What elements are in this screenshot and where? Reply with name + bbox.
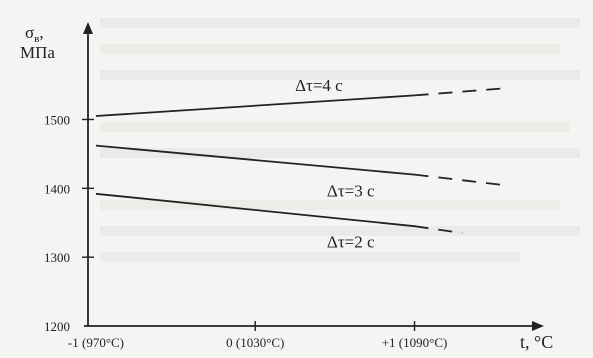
series-line-2-extension — [414, 173, 503, 186]
series-line-2 — [95, 144, 415, 176]
y-axis-symbol: σ — [25, 23, 34, 42]
x-tick-label: +1 (1090°C) — [382, 335, 448, 350]
y-axis-arrow — [83, 22, 93, 34]
y-tick-label: 1500 — [44, 112, 70, 127]
series-lines: Δτ=4 с Δτ=3 с Δτ=2 с — [95, 76, 503, 251]
series-label-1: Δτ=4 с — [295, 76, 343, 95]
series-line-3 — [95, 192, 415, 228]
x-axis-title: t, °C — [520, 332, 553, 352]
background-texture — [100, 18, 580, 262]
y-axis-title: σв, — [25, 23, 44, 45]
series-line-1 — [95, 94, 415, 117]
series-line-3-extension — [414, 225, 463, 234]
y-tick-label: 1300 — [44, 250, 70, 265]
y-tick-label: 1400 — [44, 181, 70, 196]
x-ticks: -1 (970°C) 0 (1030°C) +1 (1090°C) — [68, 321, 447, 350]
y-ticks: 1200 1300 1400 1500 — [44, 112, 94, 334]
x-tick-label: -1 (970°C) — [68, 335, 124, 350]
series-label-2: Δτ=3 с — [327, 182, 375, 201]
x-tick-label: 0 (1030°C) — [226, 335, 284, 350]
series-line-1-extension — [414, 87, 503, 97]
y-tick-label: 1200 — [44, 319, 70, 334]
series-label-3: Δτ=2 с — [327, 232, 375, 251]
y-axis-subscript: в — [34, 33, 39, 45]
x-axis-arrow — [532, 321, 544, 331]
y-axis-trailing: , — [39, 23, 43, 42]
y-axis-unit: МПа — [20, 43, 55, 62]
